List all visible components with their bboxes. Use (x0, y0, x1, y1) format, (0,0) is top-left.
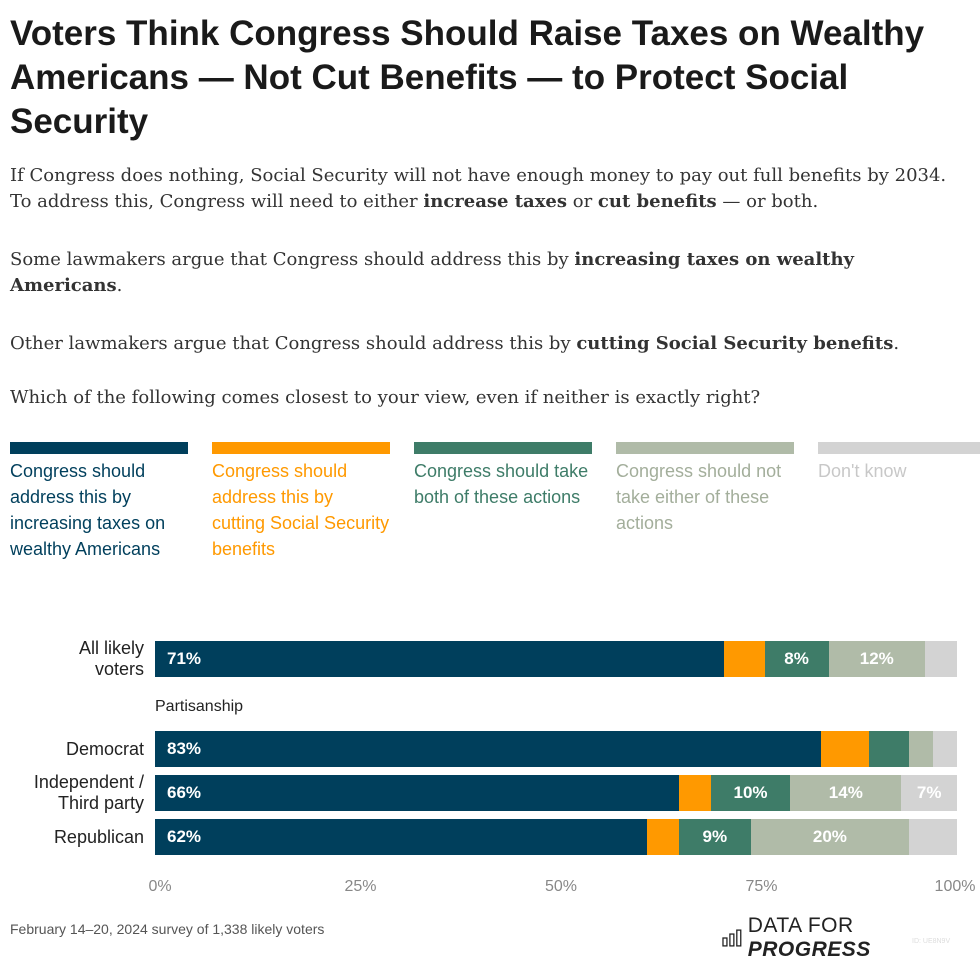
intro-paragraph-2: Some lawmakers argue that Congress shoul… (10, 249, 855, 296)
bar-row: 71% 8% 12% (155, 641, 957, 677)
bar-segment: 71% (155, 641, 725, 677)
bar-segment: 10% (710, 775, 791, 811)
bar-segment (932, 731, 957, 767)
x-tick-label: 25% (344, 878, 377, 895)
bar-row: 66% 10% 14% 7% (155, 775, 957, 811)
bar-segment (868, 731, 909, 767)
legend-swatch (10, 442, 188, 454)
row-label: Democrat (65, 738, 144, 759)
bar-chart-logo-icon (722, 929, 742, 947)
row-label: Independent / Third party (33, 772, 144, 813)
bar-segment: 20% (750, 819, 910, 855)
bar-segment (647, 819, 680, 855)
bar-segment (909, 819, 957, 855)
bar-segment: 8% (764, 641, 829, 677)
bar-segment: 14% (790, 775, 902, 811)
bar-segment (924, 641, 957, 677)
survey-note: February 14–20, 2024 survey of 1,338 lik… (10, 921, 325, 937)
chart-title: Voters Think Congress Should Raise Taxes… (10, 14, 925, 141)
bar-segment: 12% (828, 641, 925, 677)
legend-label: Congress should take both of these actio… (414, 461, 589, 507)
legend-swatch (212, 442, 390, 454)
legend-swatch (414, 442, 592, 454)
bar-segment (679, 775, 711, 811)
intro-paragraph-3: Other lawmakers argue that Congress shou… (10, 333, 900, 354)
row-label: Republican (53, 826, 144, 847)
legend-item: Don't know (818, 442, 980, 484)
chart-id: ID: UE8N9V (912, 938, 951, 945)
bar-segment (908, 731, 933, 767)
bar-segment: 7% (901, 775, 957, 811)
legend-swatch (616, 442, 794, 454)
x-tick-label: 0% (148, 878, 172, 895)
legend-item: Congress should address this by increasi… (10, 442, 188, 562)
bar-segment: 66% (155, 775, 680, 811)
legend-item: Congress should not take either of these… (616, 442, 794, 536)
group-label-partisanship: Partisanship (155, 698, 244, 715)
legend-item: Congress should take both of these actio… (414, 442, 592, 510)
legend-label: Congress should not take either of these… (616, 461, 782, 533)
legend-item: Congress should address this by cutting … (212, 442, 390, 562)
question-text: Which of the following comes closest to … (10, 387, 761, 408)
x-tick-label: 100% (934, 878, 976, 895)
x-tick-label: 75% (745, 878, 778, 895)
legend-label: Congress should address this by cutting … (212, 461, 390, 559)
x-tick-label: 50% (544, 878, 578, 895)
bar-segment: 62% (155, 819, 648, 855)
bar-segment: 9% (679, 819, 751, 855)
intro-paragraph-1: If Congress does nothing, Social Securit… (10, 165, 947, 212)
bar-row: 83% (155, 731, 957, 767)
legend-swatch (818, 442, 980, 454)
bar-segment (724, 641, 765, 677)
bar-segment: 83% (155, 731, 821, 767)
bar-segment (820, 731, 869, 767)
bar-row: 62% 9% 20% (155, 819, 957, 855)
row-label: All likely voters (78, 638, 144, 679)
legend-label: Don't know (818, 461, 907, 481)
legend-label: Congress should address this by increasi… (10, 461, 166, 559)
